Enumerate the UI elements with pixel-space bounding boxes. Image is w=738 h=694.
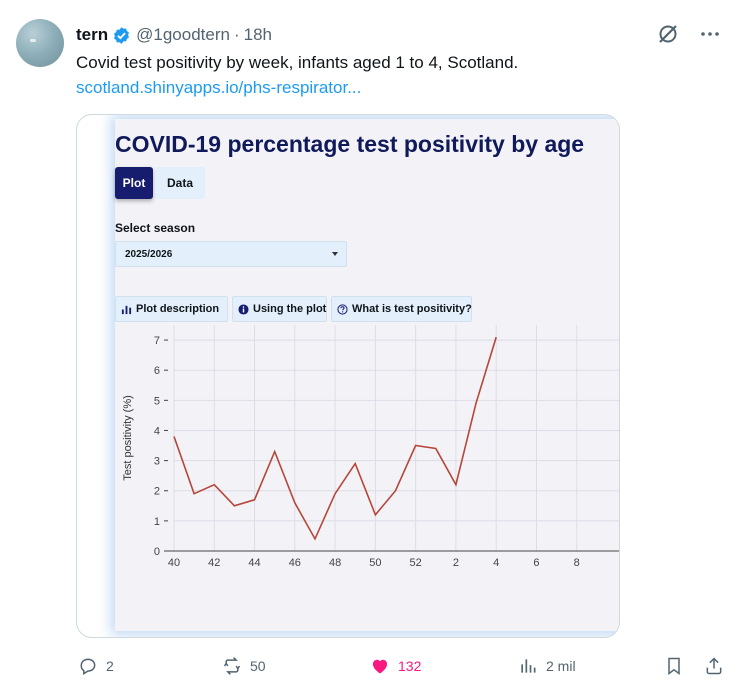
y-tick-label: 0	[154, 546, 160, 558]
timestamp[interactable]: 18h	[243, 25, 272, 44]
tab-plot[interactable]: Plot	[115, 167, 153, 199]
x-tick-label: 40	[168, 557, 180, 569]
tweet-header: tern @1goodtern · 18h	[76, 24, 272, 46]
what-is-test-positivity-label: What is test positivity?	[352, 303, 472, 315]
x-tick-label: 52	[410, 557, 422, 569]
reply-icon	[80, 658, 96, 676]
x-tick-label: 2	[453, 557, 459, 569]
verified-badge-icon	[114, 26, 130, 44]
x-tick-label: 42	[208, 557, 220, 569]
y-tick-label: 1	[154, 516, 160, 528]
season-select-value: 2025/2026	[125, 248, 173, 260]
x-tick-label: 6	[533, 557, 539, 569]
x-tick-label: 50	[369, 557, 381, 569]
repost-count: 50	[250, 658, 266, 674]
y-tick-label: 2	[154, 486, 160, 498]
handle[interactable]: @1goodtern	[136, 25, 230, 44]
y-axis-label: Test positivity (%)	[122, 395, 134, 481]
app-screenshot: COVID-19 percentage test positivity by a…	[115, 119, 619, 631]
repost-icon	[223, 657, 241, 675]
grid-lines	[173, 325, 619, 551]
like-button[interactable]: 132	[370, 652, 421, 680]
what-is-test-positivity-button[interactable]: What is test positivity?	[331, 296, 472, 322]
views-button[interactable]: 2 mil	[518, 652, 576, 680]
avatar-bird-detail	[30, 39, 36, 42]
tweet-link[interactable]: scotland.shinyapps.io/phs-respirator...	[76, 78, 362, 97]
using-the-plot-label: Using the plot	[253, 303, 327, 315]
share-icon	[706, 657, 722, 675]
more-options-icon[interactable]	[698, 22, 722, 46]
y-tick-label: 4	[154, 425, 160, 437]
y-tick-label: 6	[154, 365, 160, 377]
bar-chart-icon	[121, 305, 132, 314]
repost-button[interactable]: 50	[222, 652, 266, 680]
reply-count: 2	[106, 658, 114, 674]
x-tick-label: 44	[248, 557, 260, 569]
plot-description-button[interactable]: Plot description	[115, 296, 228, 322]
y-tick-label: 3	[154, 456, 160, 468]
reply-button[interactable]: 2	[78, 652, 114, 680]
tweet-actions: 2 50 132 2 mil	[0, 652, 738, 680]
chevron-down-icon	[332, 252, 338, 256]
season-label: Select season	[115, 221, 196, 235]
heart-icon	[372, 659, 388, 674]
bookmark-button[interactable]	[664, 652, 684, 680]
analytics-icon	[521, 659, 536, 673]
tab-data[interactable]: Data	[155, 167, 205, 199]
x-tick-label: 8	[574, 557, 580, 569]
plot-description-label: Plot description	[136, 303, 220, 315]
like-count: 132	[398, 658, 422, 674]
y-tick-label: 7	[154, 335, 160, 347]
y-axis-ticks: 0 1 2 3 4 5 6 7	[154, 335, 168, 558]
x-axis-ticks: 40 42 44 46 48 50 52 2 4 6 8	[168, 557, 580, 569]
grok-icon[interactable]	[656, 22, 680, 46]
x-tick-label: 46	[289, 557, 301, 569]
separator-dot: ·	[233, 25, 240, 44]
bookmark-icon	[668, 657, 680, 675]
top-right-actions	[656, 22, 722, 46]
share-button[interactable]	[704, 652, 724, 680]
avatar[interactable]	[16, 19, 64, 67]
x-tick-label: 48	[329, 557, 341, 569]
using-the-plot-button[interactable]: Using the plot	[232, 296, 327, 322]
season-select[interactable]: 2025/2026	[115, 241, 347, 267]
app-title: COVID-19 percentage test positivity by a…	[115, 131, 585, 157]
series-line	[173, 336, 497, 541]
info-icon	[238, 303, 249, 315]
tweet-text: Covid test positivity by week, infants a…	[76, 53, 519, 72]
question-circle-icon	[337, 303, 348, 315]
x-tick-label: 4	[493, 557, 499, 569]
views-count: 2 mil	[546, 658, 576, 674]
tweet-media[interactable]: COVID-19 percentage test positivity by a…	[76, 114, 620, 638]
y-tick-label: 5	[154, 395, 160, 407]
display-name[interactable]: tern	[76, 25, 109, 44]
